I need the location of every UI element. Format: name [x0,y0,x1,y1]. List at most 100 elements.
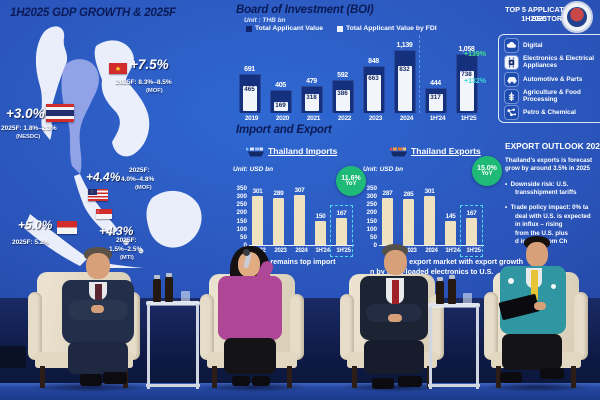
singapore-forecast-label: 2025F: [116,237,137,244]
sector-label: Petro & Chemical [523,109,576,117]
legend-label-total: Total Applicant Value [255,25,323,32]
outlook-title: EXPORT OUTLOOK 2025 [505,141,600,151]
vietnam-growth: +7.5% [130,57,169,72]
boi-bar-group: 444 317 [422,80,449,113]
person-hands [388,314,402,322]
boi-fdi-bar: 738 [459,71,474,111]
moderator [494,236,572,388]
boi-legend: Total Applicant Value Total Applicant Va… [246,25,488,32]
boi-growth-fdi: +132% [464,78,486,85]
singapore-growth: +4.3% [99,224,134,238]
boi-fdi-label: 169 [275,102,286,109]
imports-unit: Unit: USD bn [233,166,274,173]
trade-bar [445,221,456,245]
panelist-3 [356,244,432,392]
y-axis-tick: 350 [236,184,247,192]
outlook-bullet2-text: Trade policy impact: 0% ta [510,204,589,212]
chair-arm [430,294,444,360]
trade-bar-group: 285 [400,175,417,245]
trade-bar-group: 167 [330,175,353,257]
malaysia-source: (MOF) [135,185,152,191]
imports-badge-caption: YoY [345,181,357,187]
thailand-forecast: 2025F: 1.8%–2.3% [1,125,57,132]
boi-total-label: 1,058 [458,46,475,53]
trade-bar-group: 150 [312,175,329,245]
boi-category-label: 2022 [337,115,352,122]
current-period-highlight [460,205,483,257]
boi-bar-group: 848 663 [360,58,387,113]
boi-fdi-label: 386 [337,90,348,97]
person-shoe [398,376,422,387]
boi-bar-group: 1,139 832 [391,42,418,113]
exports-bars: 287 285 301 145 167 [379,175,484,257]
boi-fdi-bar: 663 [366,75,381,111]
outlook-intro-2: grow by around 3.5% in 2025 [505,165,590,173]
malaysia-forecast-label: 2025F: [129,167,150,174]
boi-bar-group: 479 318 [298,78,325,113]
person-shoe [232,376,250,386]
trade-panel-title: Import and Export [236,124,332,136]
outlook-bullet1-2: transshipment tariffs [515,189,577,197]
outlook-intro-1: Thailand's exports is forecast [505,157,593,164]
molecule-icon [505,106,518,120]
y-axis-tick: 150 [236,217,247,225]
export-ship-icon [389,147,407,157]
trade-value-label: 287 [382,190,393,197]
vietnam-forecast: 2025F: 8.3%–8.5% [116,79,172,86]
water-bottle [448,275,456,304]
y-axis-tick: 0 [243,242,247,249]
boi-fdi-bar: 317 [428,94,443,111]
boi-category-label: 1H'25 [460,115,477,122]
singapore-forecast-range: 1.5%–2.5% [109,246,143,253]
trade-caption-line2: n by front-loaded electronics to U.S. [370,267,494,276]
person-shoe [500,372,522,383]
sector-label: Electronics & Electrical Appliances [523,55,595,70]
person-shoe [80,374,102,386]
trade-bar [315,221,326,245]
trade-bar-group: 301 [249,175,266,245]
y-axis-tick: 350 [366,184,377,192]
trade-category-label: 2024 [295,248,308,254]
panelist-1 [60,246,136,388]
legend-swatch-fdi [336,25,343,32]
boi-period-separator [419,35,420,113]
boi-total-bar: 317 [424,88,447,113]
car-icon [505,72,518,86]
exports-chart: Unit: USD bn 350 300 250 200 150 100 50 0 287 28… [363,166,484,257]
microphone-head [243,249,250,256]
trade-caption-line1b: is top export market with export growth [388,257,523,266]
boi-fdi-bar: 318 [304,94,319,111]
trade-category-label: 2023 [274,248,287,254]
thailand-flag [46,104,74,122]
table-leg [196,304,199,389]
lapel-badge [508,278,514,284]
exports-badge-caption: YoY [481,171,493,177]
trade-bar-group: 301 [421,175,438,245]
malaysia-forecast-range: 4.0%–4.8% [121,176,155,183]
table-top [428,303,480,307]
water-bottle [436,277,444,304]
boi-growth-total: +139% [464,51,486,58]
chair-arm [484,292,498,360]
stage-front-edge [0,383,600,400]
person-hand [534,302,546,310]
y-axis-tick: 300 [236,193,247,201]
trade-value-label: 301 [252,188,263,195]
boi-fdi-bar: 169 [273,102,288,111]
trade-category-label: 1H'24 [445,248,460,254]
chair-leg [287,366,292,388]
gdp-panel-title: 1H2025 GDP GROWTH & 2025F [10,7,176,19]
trade-value-label: 150 [315,213,326,220]
malaysia-flag-canton: ☾ [88,189,97,195]
boi-category-label: 2020 [275,115,290,122]
exports-y-axis: 350 300 250 200 150 100 50 0 [363,176,379,249]
water-bottle [153,275,161,302]
thailand-growth: +3.0% [6,106,45,121]
person-jacket [218,276,282,340]
trade-bar-group: 167 [460,175,483,257]
outlook-bullet1-text: Downside risk: U.S. [510,180,569,188]
boi-total-bar: 738 [455,54,478,113]
trade-value-label: 301 [424,188,435,195]
